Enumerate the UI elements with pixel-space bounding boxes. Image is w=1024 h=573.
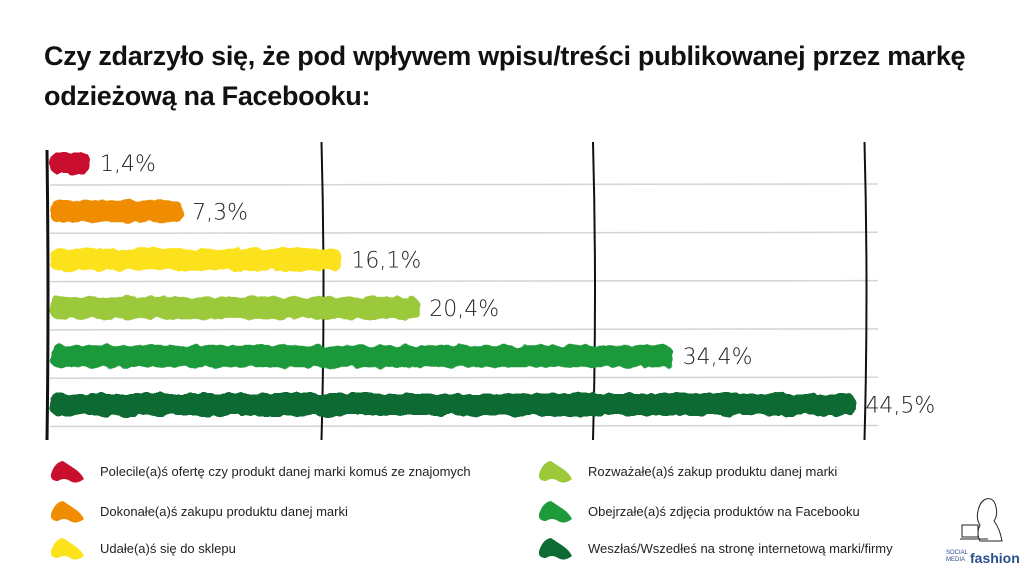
data-label: 7,3% <box>192 200 248 225</box>
legend-item: Dokonałe(a)ś zakupu produktu danej marki <box>48 498 348 524</box>
legend-swatch <box>538 501 572 523</box>
legend-item: Obejrzałe(a)ś zdjęcia produktów na Faceb… <box>536 498 860 524</box>
legend-label: Obejrzałe(a)ś zdjęcia produktów na Faceb… <box>588 503 860 519</box>
bar <box>50 345 673 368</box>
chart-title: Czy zdarzyło się, że pod wpływem wpisu/t… <box>44 41 966 111</box>
y-axis-line <box>45 149 50 441</box>
horizontal-gridline <box>49 231 879 235</box>
data-label: 20,4% <box>429 297 499 322</box>
legend-label: Polecile(a)ś ofertę czy produkt danej ma… <box>100 463 471 479</box>
legend-swatch <box>50 501 84 523</box>
bar <box>50 393 856 416</box>
social-media-fashion-logo: SOCIAL MEDIA fashion <box>946 495 1024 569</box>
legend-swatch <box>50 538 84 560</box>
bar <box>50 200 183 223</box>
data-label: 1,4% <box>100 152 156 177</box>
legend-label: Weszłaś/Wszedłeś na stronę internetową m… <box>588 540 893 556</box>
legend-item: Udałe(a)ś się do sklepu <box>48 535 236 561</box>
data-label: 34,4% <box>683 345 753 370</box>
legend-item: Rozważałe(a)ś zakup produktu danej marki <box>536 458 837 484</box>
horizontal-gridline <box>49 279 879 283</box>
horizontal-gridline <box>49 424 879 428</box>
data-label: 44,5% <box>865 394 935 419</box>
vertical-gridline <box>863 141 868 441</box>
horizontal-gridline <box>49 183 879 186</box>
legend-item: Polecile(a)ś ofertę czy produkt danej ma… <box>48 458 471 484</box>
legend-swatch <box>538 538 572 560</box>
person-with-laptop-icon <box>960 498 1003 542</box>
bar <box>50 248 342 271</box>
bar <box>50 296 420 319</box>
horizontal-gridline <box>49 328 879 331</box>
legend-label: Rozważałe(a)ś zakup produktu danej marki <box>588 463 838 479</box>
legend-item: Weszłaś/Wszedłeś na stronę internetową m… <box>536 535 893 561</box>
legend-label: Udałe(a)ś się do sklepu <box>100 540 236 556</box>
bar <box>50 152 90 174</box>
legend-swatch <box>50 461 84 483</box>
horizontal-gridline <box>49 376 879 379</box>
legend-label: Dokonałe(a)ś zakupu produktu danej marki <box>100 503 348 519</box>
data-label: 16,1% <box>351 249 421 274</box>
legend-swatch <box>538 461 572 483</box>
